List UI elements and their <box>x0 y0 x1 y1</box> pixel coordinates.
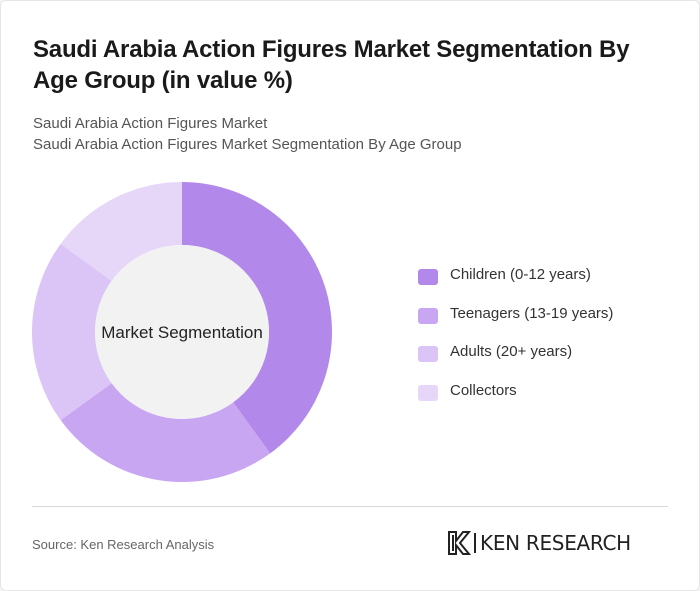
legend-label: Teenagers (13-19 years) <box>450 304 614 322</box>
source-note: Source: Ken Research Analysis <box>32 537 215 552</box>
legend-swatch <box>418 269 438 285</box>
legend-label: Adults (20+ years) <box>450 343 573 360</box>
legend-label: Collectors <box>450 381 517 399</box>
ken-research-logo: KEN RESEARCH <box>447 530 669 556</box>
footer-divider <box>32 506 668 507</box>
legend-label: Children (0-12 years) <box>450 266 591 283</box>
chart-subtitle-market: Saudi Arabia Action Figures Market <box>33 115 268 132</box>
donut-slice-3 <box>31 243 112 421</box>
donut-slice-1 <box>182 182 332 454</box>
logo-wordmark: KEN RESEARCH <box>480 531 631 555</box>
donut-center-hole <box>95 245 269 419</box>
donut-slice-4 <box>60 182 183 281</box>
chart-title: Saudi Arabia Action Figures Market Segme… <box>33 36 630 94</box>
donut-slice-2 <box>60 383 271 482</box>
logo-separator <box>474 533 476 553</box>
ken-research-logo-mark-icon <box>448 531 471 555</box>
legend-swatch <box>418 384 438 401</box>
chart-subtitle-segmentation: Saudi Arabia Action Figures Market Segme… <box>33 136 462 153</box>
donut-center-label: Market Segmentation <box>101 323 263 342</box>
legend-swatch <box>418 346 438 362</box>
legend-swatch <box>418 307 438 324</box>
